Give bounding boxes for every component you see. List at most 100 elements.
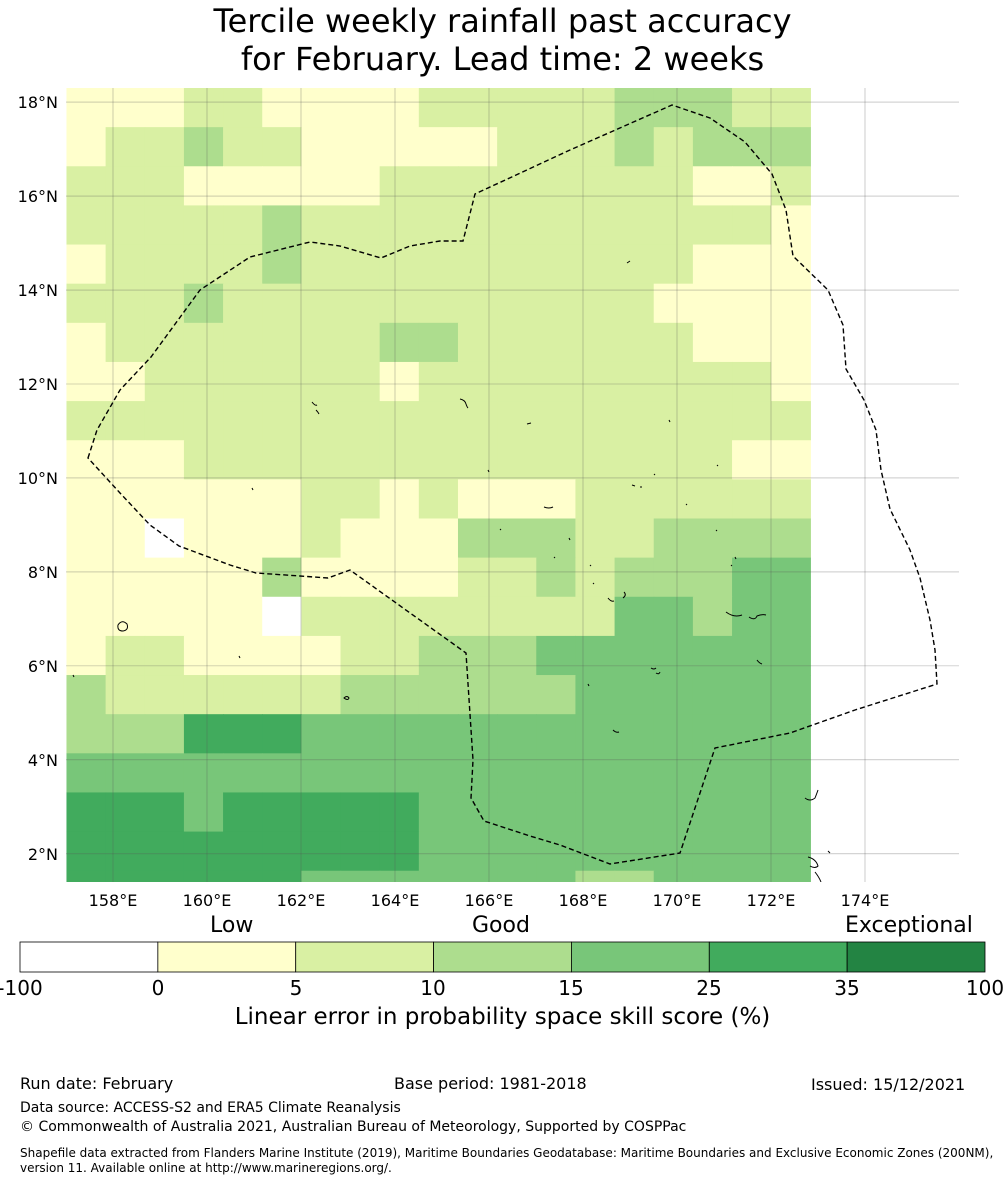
grid-cell — [340, 479, 381, 520]
eez-boundary — [87, 104, 938, 865]
grid-cell — [262, 440, 302, 480]
grid-cell — [105, 635, 146, 676]
grid-cell — [614, 792, 655, 833]
grid-cell — [732, 479, 772, 520]
grid-cell — [262, 244, 302, 285]
grid-cell — [340, 596, 381, 637]
grid-cell — [66, 1027, 106, 1067]
grid-cell — [653, 244, 694, 285]
grid-cell — [692, 518, 733, 559]
grid-cell — [105, 753, 146, 794]
grid-cell — [653, 166, 694, 207]
grid-cell — [614, 518, 655, 559]
grid-cell — [66, 557, 107, 598]
grid-cell — [457, 714, 498, 754]
grid-cell — [575, 596, 616, 637]
grid-cell — [183, 831, 224, 872]
grid-cell — [223, 831, 263, 872]
grid-cell — [379, 831, 420, 872]
grid-cell — [144, 792, 185, 833]
grid-cell — [144, 596, 185, 637]
grid-cell — [536, 479, 577, 520]
copyright-notice: © Commonwealth of Australia 2021, Austra… — [20, 1119, 687, 1135]
island-outline — [343, 696, 350, 700]
grid-cell — [771, 518, 811, 559]
grid-cell — [301, 361, 342, 402]
grid-cell — [457, 244, 498, 285]
grid-cell — [301, 1027, 341, 1067]
grid-cell — [418, 714, 459, 754]
island-outline — [607, 591, 626, 602]
grid-cell — [575, 1027, 615, 1067]
grid-cell — [536, 870, 577, 882]
grid-cell — [262, 361, 302, 402]
grid-cell — [458, 1027, 498, 1067]
grid-cell — [301, 792, 342, 833]
grid-cell — [457, 635, 498, 676]
grid-cell — [653, 88, 694, 128]
grid-cell — [536, 1027, 576, 1067]
colorbar-tick: 100 — [965, 976, 1005, 1000]
grid-cell — [66, 440, 107, 480]
grid-cell — [301, 322, 342, 363]
grid-cell — [66, 792, 107, 833]
grid-cell — [262, 205, 302, 246]
longitude-label: 168°E — [559, 891, 608, 910]
grid-cell — [105, 831, 146, 872]
grid-cell — [223, 675, 263, 715]
grid-cell — [653, 753, 694, 794]
island-outline — [756, 659, 763, 665]
grid-cell — [457, 322, 498, 363]
grid-cell — [341, 1027, 381, 1067]
grid-cell — [301, 635, 342, 676]
grid-cell — [223, 88, 263, 128]
grid-cell — [771, 322, 811, 363]
grid-cell — [653, 127, 694, 167]
grid-cell — [614, 596, 655, 637]
grid-cell — [340, 361, 381, 402]
grid-cell — [105, 714, 146, 754]
grid-cell — [575, 675, 616, 715]
grid-cell — [653, 401, 694, 441]
grid-cell — [732, 557, 772, 598]
grid-cell — [144, 205, 185, 246]
longitude-label: 164°E — [371, 891, 420, 910]
grid-cell — [379, 557, 420, 598]
latitude-label: 8°N — [28, 563, 58, 582]
map-title-line-1: Tercile weekly rainfall past accuracy — [213, 2, 792, 40]
grid-cell — [614, 166, 655, 207]
grid-cell — [301, 596, 342, 637]
grid-cell — [692, 401, 733, 441]
grid-cell — [183, 166, 224, 207]
grid-cell — [614, 675, 655, 715]
grid-cell — [457, 283, 498, 324]
grid-cell — [732, 753, 772, 794]
grid-cell — [223, 205, 263, 246]
grid-cell — [497, 557, 537, 598]
grid-cell — [105, 322, 146, 363]
grid-cell — [614, 557, 655, 598]
grid-cell — [183, 518, 224, 559]
grid-cell — [692, 557, 733, 598]
grid-cell — [497, 322, 537, 363]
grid-cell — [379, 205, 420, 246]
grid-cell — [457, 479, 498, 520]
grid-cell — [614, 283, 655, 324]
grid-cell — [105, 283, 146, 324]
grid-cell — [653, 322, 694, 363]
grid-cell — [340, 440, 381, 480]
grid-cell — [379, 675, 420, 715]
grid-cell — [340, 127, 381, 167]
grid-cell — [301, 753, 342, 794]
grid-cell — [497, 753, 537, 794]
grid-cell — [732, 322, 772, 363]
grid-cell — [418, 870, 459, 882]
grid-cell — [262, 401, 302, 441]
grid-cell — [457, 361, 498, 402]
grid-cell — [301, 127, 342, 167]
grid-cell — [301, 166, 342, 207]
grid-cell — [614, 361, 655, 402]
grid-cell — [653, 831, 694, 872]
grid-cell — [183, 753, 224, 794]
grid-cell — [692, 166, 733, 207]
